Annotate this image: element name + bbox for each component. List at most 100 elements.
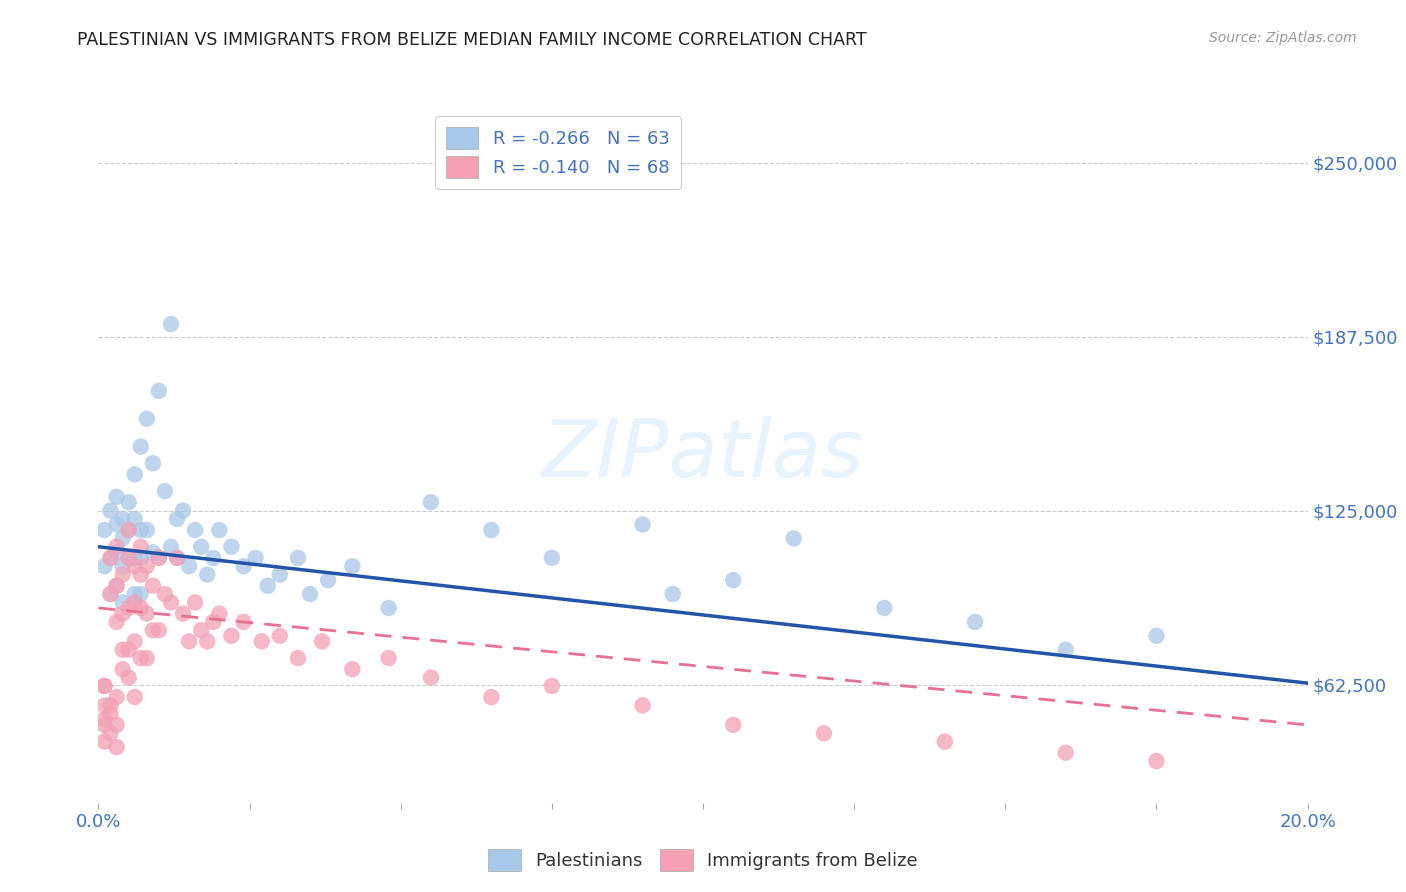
Point: [118, 671, 141, 685]
Point: [100, 698, 122, 713]
Point: [105, 540, 128, 554]
Point: [118, 642, 141, 657]
Point: [287, 651, 309, 665]
Point: [813, 726, 835, 740]
Point: [377, 601, 399, 615]
Point: [111, 662, 134, 676]
Point: [100, 587, 122, 601]
Point: [342, 559, 364, 574]
Text: ZIPatlas: ZIPatlas: [541, 416, 865, 494]
Point: [160, 595, 183, 609]
Point: [631, 517, 654, 532]
Point: [208, 607, 231, 621]
Point: [208, 523, 231, 537]
Point: [631, 698, 654, 713]
Point: [934, 734, 956, 748]
Point: [105, 545, 128, 559]
Point: [111, 532, 134, 546]
Point: [148, 550, 170, 565]
Point: [172, 503, 194, 517]
Point: [129, 651, 152, 665]
Point: [160, 540, 183, 554]
Point: [420, 495, 443, 509]
Point: [100, 550, 122, 565]
Point: [723, 573, 745, 587]
Point: [135, 411, 157, 425]
Point: [100, 587, 122, 601]
Point: [118, 550, 141, 565]
Point: [118, 550, 141, 565]
Point: [111, 567, 134, 582]
Point: [105, 690, 128, 704]
Point: [221, 629, 243, 643]
Point: [124, 559, 146, 574]
Point: [142, 624, 165, 638]
Point: [723, 718, 745, 732]
Point: [190, 540, 212, 554]
Point: [190, 624, 212, 638]
Point: [316, 573, 339, 587]
Point: [105, 517, 128, 532]
Point: [118, 523, 141, 537]
Point: [142, 456, 165, 470]
Point: [111, 595, 134, 609]
Point: [135, 651, 157, 665]
Point: [135, 523, 157, 537]
Point: [111, 642, 134, 657]
Point: [540, 550, 562, 565]
Point: [142, 579, 165, 593]
Point: [105, 740, 128, 755]
Point: [142, 545, 165, 559]
Point: [93, 712, 115, 726]
Point: [93, 679, 115, 693]
Point: [202, 550, 225, 565]
Point: [100, 550, 122, 565]
Point: [100, 503, 122, 517]
Point: [184, 595, 207, 609]
Point: [179, 559, 201, 574]
Point: [873, 601, 896, 615]
Point: [166, 512, 188, 526]
Point: [105, 615, 128, 629]
Point: [93, 523, 115, 537]
Point: [153, 484, 176, 499]
Point: [661, 587, 683, 601]
Point: [111, 607, 134, 621]
Point: [160, 317, 183, 331]
Point: [965, 615, 987, 629]
Point: [129, 567, 152, 582]
Point: [287, 550, 309, 565]
Point: [148, 550, 170, 565]
Legend: R = -0.266   N = 63, R = -0.140   N = 68: R = -0.266 N = 63, R = -0.140 N = 68: [436, 116, 681, 189]
Point: [269, 567, 291, 582]
Point: [179, 634, 201, 648]
Point: [311, 634, 333, 648]
Point: [232, 615, 254, 629]
Point: [124, 690, 146, 704]
Point: [221, 540, 243, 554]
Point: [105, 490, 128, 504]
Point: [93, 718, 115, 732]
Point: [93, 559, 115, 574]
Point: [135, 559, 157, 574]
Point: [184, 523, 207, 537]
Point: [93, 734, 115, 748]
Point: [129, 440, 152, 454]
Point: [129, 540, 152, 554]
Point: [105, 579, 128, 593]
Point: [166, 550, 188, 565]
Point: [299, 587, 322, 601]
Point: [1054, 642, 1077, 657]
Point: [118, 495, 141, 509]
Point: [377, 651, 399, 665]
Point: [111, 559, 134, 574]
Point: [540, 679, 562, 693]
Point: [100, 726, 122, 740]
Point: [129, 587, 152, 601]
Point: [105, 718, 128, 732]
Point: [93, 698, 115, 713]
Point: [148, 384, 170, 398]
Point: [100, 706, 122, 721]
Point: [232, 559, 254, 574]
Point: [124, 634, 146, 648]
